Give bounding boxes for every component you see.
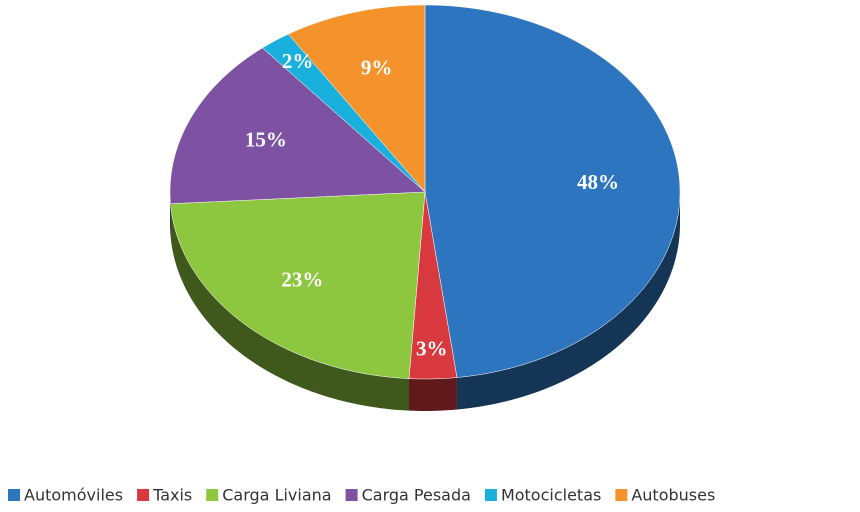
legend-swatch — [137, 489, 150, 501]
legend-label: Taxis — [152, 486, 192, 505]
legend-swatch — [345, 489, 358, 501]
legend-label: Automóviles — [24, 486, 123, 505]
slice — [424, 4, 681, 378]
legend-swatch — [484, 489, 497, 501]
slice — [169, 47, 426, 205]
legend: Automóviles Taxis Carga Liviana Carga Pesad… — [8, 486, 715, 505]
legend-label: Carga Pesada — [362, 486, 471, 505]
legend-swatch — [8, 489, 20, 501]
legend-label: Carga Liviana — [222, 486, 331, 505]
slice-side — [170, 203, 409, 411]
slice — [287, 4, 426, 193]
legend-swatch — [206, 489, 219, 501]
data-label: 2% — [282, 49, 314, 73]
labels: 48% 3% 23% 15% 2% 9% — [245, 49, 619, 360]
slice-side — [408, 377, 457, 411]
tops — [169, 4, 681, 380]
legend-swatch — [615, 489, 628, 501]
slice-side — [456, 192, 680, 410]
legend-label: Motocicletas — [501, 486, 601, 505]
data-label: 9% — [361, 56, 393, 80]
slice — [408, 191, 458, 380]
data-label: 48% — [577, 170, 619, 194]
data-label: 23% — [281, 268, 323, 292]
sides — [170, 192, 680, 411]
slice — [262, 33, 426, 193]
data-label: 15% — [245, 127, 287, 151]
slice — [170, 191, 426, 379]
data-label: 3% — [416, 337, 448, 361]
legend-label: Autobuses — [631, 486, 715, 505]
